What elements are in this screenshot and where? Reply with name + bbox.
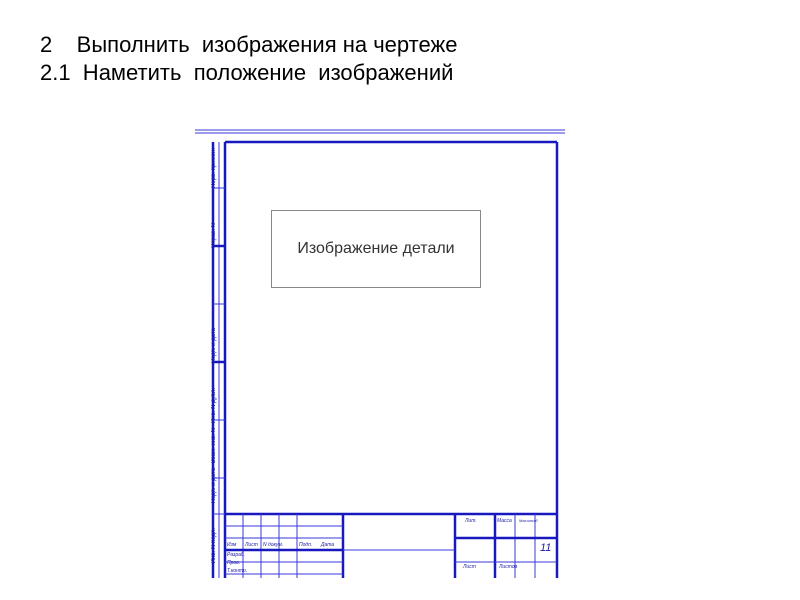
title-block-label: Разраб. xyxy=(227,552,245,558)
image-label-box: Изображение детали xyxy=(271,210,481,288)
image-label-text: Изображение детали xyxy=(297,240,454,258)
title-block-number: 11 xyxy=(540,542,551,554)
title-block-label: N докум. xyxy=(263,542,283,548)
side-rail-label: Взам. инв. N xyxy=(211,428,217,463)
drawing-frame-container: Изображение детали Перв. примен. Справ. N… xyxy=(195,128,565,578)
heading-section-2: 2 Выполнить изображения на чертеже xyxy=(40,32,457,58)
title-block-label: Масштаб xyxy=(519,518,538,523)
title-block-label: Масса xyxy=(497,518,512,524)
title-block-label: Изм xyxy=(227,542,236,548)
heading-section-2-1: 2.1 Наметить положение изображений xyxy=(40,60,453,86)
title-block-label: Подп. xyxy=(299,542,312,548)
side-rail-label: Перв. примен. xyxy=(211,148,217,188)
side-rail-label: Подп. и дата xyxy=(211,328,217,363)
title-block-label: Лит. xyxy=(465,518,477,524)
title-block-label: Лист xyxy=(245,542,258,548)
title-block-label: Дата xyxy=(321,542,334,548)
title-block-label: Т.контр. xyxy=(227,568,247,574)
side-rail-label: Инв. N дубл. xyxy=(211,388,217,423)
title-block-label: Листов xyxy=(499,564,517,570)
side-rail-label: Подп. и дата xyxy=(211,468,217,503)
title-block-label: Лист xyxy=(463,564,476,570)
title-block-label: Пров. xyxy=(227,560,240,566)
side-rail-label: Инв. N подл. xyxy=(211,528,217,563)
side-rail-label: Справ. N xyxy=(211,223,217,248)
drawing-frame-svg xyxy=(195,128,565,578)
